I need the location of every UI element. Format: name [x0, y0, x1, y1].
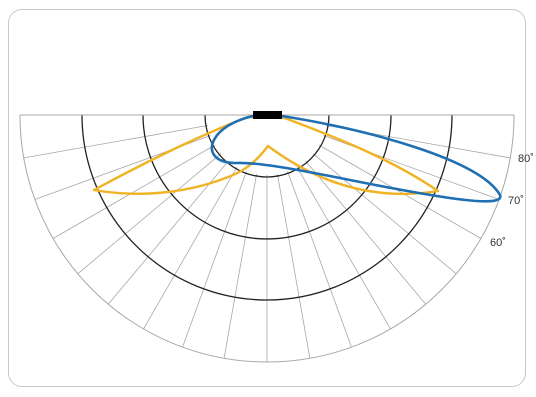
- radial-spoke: [182, 171, 247, 348]
- radial-spoke: [312, 153, 457, 275]
- blue-distribution-curve: [210, 114, 502, 203]
- major-rings: [81, 114, 453, 301]
- radial-spoke: [52, 144, 216, 239]
- major-ring: [142, 114, 392, 240]
- major-ring: [81, 114, 453, 301]
- radial-spoke: [305, 160, 427, 305]
- radial-spoke: [296, 166, 391, 330]
- radial-spoke: [287, 171, 352, 348]
- radial-spoke: [277, 174, 311, 359]
- angle-label-80: 80˚: [518, 153, 534, 165]
- angle-label-70: 70˚: [508, 195, 524, 207]
- lamp-marker: [253, 111, 282, 119]
- radial-spoke: [23, 125, 208, 159]
- radial-spoke: [77, 153, 222, 275]
- radial-spoke: [318, 144, 482, 239]
- amber-distribution-curve: [92, 115, 440, 196]
- radial-spoke: [223, 174, 257, 359]
- radial-spoke: [143, 166, 238, 330]
- intermediate-rings: [19, 114, 515, 363]
- major-ring: [204, 114, 330, 178]
- angle-label-60: 60˚: [490, 237, 506, 249]
- outer-ring: [19, 114, 515, 363]
